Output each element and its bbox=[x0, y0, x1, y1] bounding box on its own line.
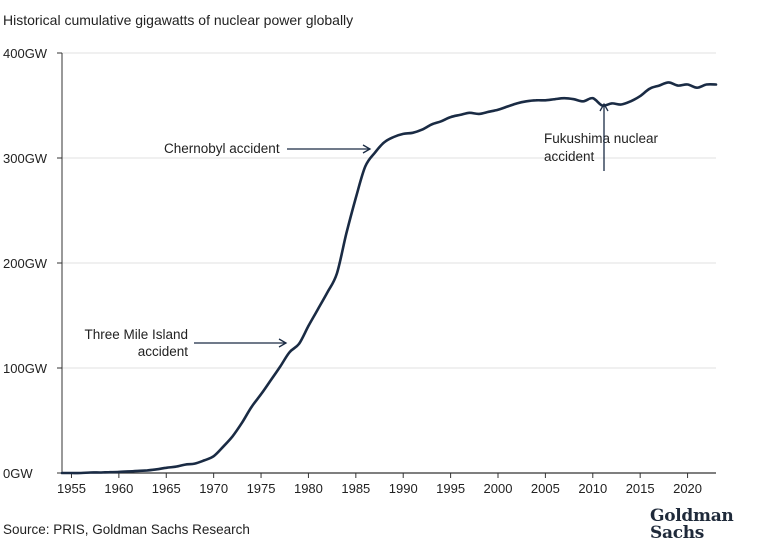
annotation-chernobyl-label: Chernobyl accident bbox=[164, 141, 280, 156]
logo-line-2: Sachs bbox=[650, 523, 705, 543]
y-tick-label-0: 0GW bbox=[3, 466, 33, 481]
annotation-fukushima-arrowhead bbox=[599, 102, 609, 112]
annotation-chernobyl-arrowhead bbox=[362, 144, 372, 154]
x-tick-label-1990: 1990 bbox=[389, 481, 418, 496]
chart-title: Historical cumulative gigawatts of nucle… bbox=[3, 12, 354, 28]
axes bbox=[57, 52, 716, 478]
x-tick-label-1965: 1965 bbox=[152, 481, 181, 496]
series-line-nuclear-capacity bbox=[60, 81, 718, 475]
annotation-fukushima: Fukushima nuclear accident bbox=[544, 102, 659, 171]
annotation-tmi-arrowhead bbox=[278, 338, 288, 348]
y-tick-label-100: 100GW bbox=[3, 361, 48, 376]
x-tick-label-1985: 1985 bbox=[341, 481, 370, 496]
x-tick-label-1980: 1980 bbox=[294, 481, 323, 496]
x-tick-label-1955: 1955 bbox=[57, 481, 86, 496]
x-tick-label-1975: 1975 bbox=[247, 481, 276, 496]
grid-lines bbox=[62, 52, 716, 369]
x-tick-label-2015: 2015 bbox=[626, 481, 655, 496]
x-tick-label-2005: 2005 bbox=[531, 481, 560, 496]
tick-labels: 0GW 100GW 200GW 300GW 400GW 1955 1960 1965 1970 1… bbox=[3, 46, 702, 496]
annotation-fukushima-label-line2: accident bbox=[544, 149, 595, 164]
y-tick-label-300: 300GW bbox=[3, 151, 48, 166]
logo-line-1: Goldman bbox=[650, 506, 734, 526]
annotation-three-mile-island: Three Mile Island accident bbox=[84, 327, 288, 359]
annotation-fukushima-label-line1: Fukushima nuclear bbox=[544, 131, 659, 146]
x-tick-label-1970: 1970 bbox=[199, 481, 228, 496]
x-tick-label-2000: 2000 bbox=[484, 481, 513, 496]
y-tick-label-200: 200GW bbox=[3, 256, 48, 271]
x-tick-label-1995: 1995 bbox=[436, 481, 465, 496]
annotation-chernobyl: Chernobyl accident bbox=[164, 141, 372, 156]
x-tick-label-1960: 1960 bbox=[104, 481, 133, 496]
source-note: Source: PRIS, Goldman Sachs Research bbox=[3, 522, 250, 537]
y-tick-label-400: 400GW bbox=[3, 46, 48, 61]
goldman-sachs-logo: Goldman Sachs bbox=[650, 508, 736, 542]
x-tick-label-2020: 2020 bbox=[673, 481, 702, 496]
x-tick-label-2010: 2010 bbox=[578, 481, 607, 496]
annotation-tmi-label-line1: Three Mile Island bbox=[84, 327, 188, 342]
annotation-tmi-label-line2: accident bbox=[138, 344, 189, 359]
